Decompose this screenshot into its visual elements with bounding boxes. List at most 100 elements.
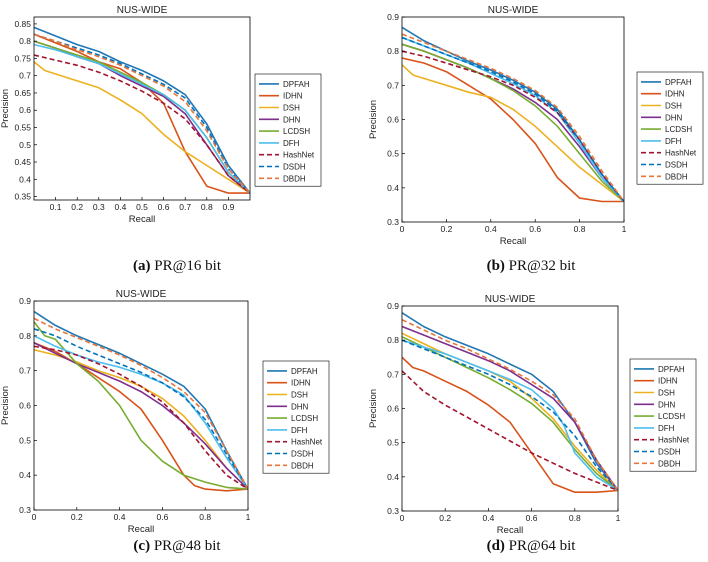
x-axis-label: Recall [129, 214, 155, 225]
x-tick-label: 1 [616, 513, 621, 523]
x-tick-label: 0.8 [569, 513, 581, 523]
caption-d: (d) PR@64 bit [354, 538, 708, 555]
legend-label: LCDSH [283, 127, 310, 136]
series-line-dsdh [34, 328, 248, 490]
legend-label: DFH [291, 426, 308, 435]
legend-label: DHN [665, 113, 683, 122]
legend-box [636, 71, 704, 185]
series-line-dpfah [34, 26, 250, 194]
y-tick-label: 0.5 [19, 140, 31, 150]
series-line-dsh [34, 61, 250, 194]
y-tick-label: 0.3 [387, 217, 399, 227]
legend-label: DSDH [665, 161, 688, 170]
series-line-hashnet [34, 54, 250, 194]
legend-label: DSH [665, 102, 682, 111]
legend-label: DSDH [291, 450, 314, 459]
y-tick-label: 0.55 [14, 122, 31, 132]
legend-box [629, 358, 697, 472]
caption-label: (b) [486, 258, 505, 274]
caption-text: PR@16 bit [154, 258, 221, 274]
legend-label: DPFAH [291, 367, 318, 376]
y-tick-label: 0.7 [387, 80, 399, 90]
series-line-dsh [34, 349, 248, 490]
legend-box [262, 360, 330, 474]
series-line-dhn [402, 325, 618, 491]
legend-label: IDHN [283, 92, 303, 101]
y-tick-label: 0.4 [19, 470, 31, 480]
y-tick-label: 0.7 [19, 366, 31, 376]
x-tick-label: 1 [622, 224, 627, 234]
caption-label: (a) [133, 258, 151, 274]
legend-label: DPFAH [665, 78, 692, 87]
legend-label: DBDH [665, 172, 688, 181]
chart-svg-a: NUS-WIDE 0.1 0.2 0.3 0.4 0.5 0.6 0.7 0.8 0.9 0.35 0… [0, 5, 322, 225]
series-line-dfh [402, 339, 618, 492]
x-tick-label: 0.4 [485, 224, 497, 234]
x-tick-label: 0.2 [71, 202, 83, 212]
y-axis-label: Precision [0, 386, 11, 425]
y-axis-label: Precision [0, 89, 11, 128]
y-tick-label: 0.7 [19, 71, 31, 81]
legend-label: DSDH [658, 448, 681, 457]
legend-label: DPFAH [283, 80, 310, 89]
chart-panel-d: NUS-WIDE 0 0.2 0.4 0.6 0.8 1 0.3 0.4 0.5 0.6 0.7 0.8… [354, 281, 708, 562]
y-tick-label: 0.9 [387, 12, 399, 22]
chart-panel-b: NUS-WIDE 0 0.2 0.4 0.6 0.8 1 0.3 0.4 0.5 0.6 0.7 0.8… [354, 0, 708, 281]
y-tick-label: 0.65 [14, 88, 31, 98]
legend-label: IDHN [658, 377, 678, 386]
legend-box [254, 73, 322, 187]
x-tick-label: 0.8 [201, 202, 213, 212]
series-line-dsh [402, 64, 624, 203]
caption-a: (a) PR@16 bit [0, 258, 354, 275]
x-tick-label: 0.3 [93, 202, 105, 212]
y-tick-label: 0.75 [14, 53, 31, 63]
y-tick-label: 0.5 [19, 435, 31, 445]
legend-label: DSH [658, 389, 675, 398]
legend-label: HashNet [665, 149, 697, 158]
x-tick-label: 0.2 [439, 513, 451, 523]
series-line-lcdsh [34, 321, 248, 490]
x-tick-label: 0.4 [114, 512, 126, 522]
legend-label: LCDSH [291, 414, 318, 423]
y-tick-label: 0.3 [387, 506, 399, 516]
y-axis-label: Precision [368, 389, 379, 428]
x-tick-label: 0 [32, 512, 37, 522]
series-line-hashnet [402, 370, 618, 492]
series-line-hashnet [34, 345, 248, 490]
x-tick-label: 0.9 [222, 202, 234, 212]
chart-svg-b: NUS-WIDE 0 0.2 0.4 0.6 0.8 1 0.3 0.4 0.5 0.6 0.7 0.8… [368, 5, 704, 247]
y-tick-label: 0.9 [387, 301, 399, 311]
caption-b: (b) PR@32 bit [354, 258, 708, 275]
chart-title: NUS-WIDE [485, 294, 536, 305]
legend-label: DFH [283, 139, 300, 148]
y-tick-label: 0.45 [14, 157, 31, 167]
series-line-dhn [34, 342, 248, 490]
legend-label: IDHN [291, 379, 311, 388]
series-line-dhn [34, 40, 250, 194]
x-tick-label: 0.8 [574, 224, 586, 234]
y-tick-label: 0.5 [387, 149, 399, 159]
legend-label: DBDH [291, 461, 314, 470]
y-tick-label: 0.6 [387, 115, 399, 125]
x-tick-label: 1 [246, 512, 251, 522]
legend-label: DBDH [658, 459, 681, 468]
legend-label: HashNet [658, 436, 690, 445]
y-tick-label: 0.5 [387, 438, 399, 448]
series-line-dfh [34, 43, 250, 194]
chart-title: NUS-WIDE [488, 5, 539, 16]
series-line-idhn [402, 356, 618, 493]
y-tick-label: 0.4 [19, 174, 31, 184]
x-tick-label: 0 [400, 513, 405, 523]
y-tick-label: 0.4 [387, 183, 399, 193]
x-tick-label: 0.6 [156, 512, 168, 522]
x-axis-label: Recall [497, 525, 523, 536]
x-axis-label: Recall [500, 236, 526, 247]
chart-title: NUS-WIDE [116, 289, 167, 300]
x-tick-label: 0.6 [529, 224, 541, 234]
legend-label: DFH [658, 424, 675, 433]
legend-label: DHN [283, 115, 301, 124]
x-tick-label: 0.4 [482, 513, 494, 523]
y-tick-label: 0.8 [19, 331, 31, 341]
x-tick-label: 0.5 [136, 202, 148, 212]
legend-label: IDHN [665, 90, 685, 99]
